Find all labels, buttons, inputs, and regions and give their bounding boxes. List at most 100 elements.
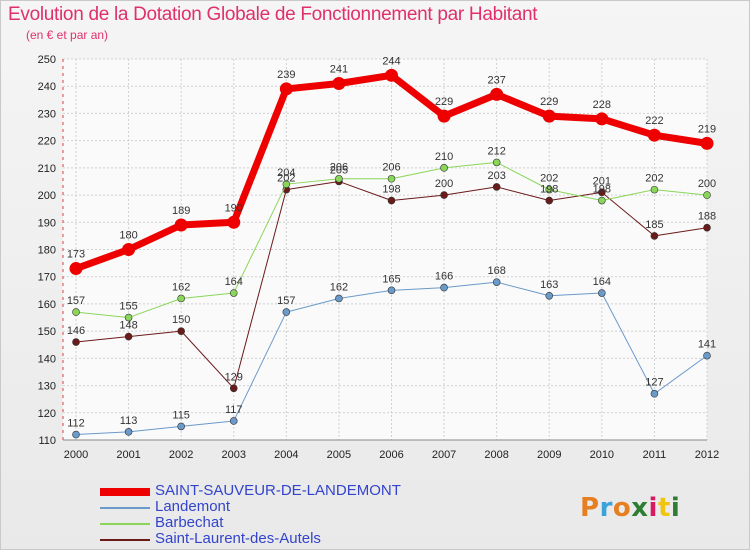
data-label-saint-sauveur-de-landemont: 173: [67, 249, 85, 261]
data-label-saint-sauveur-de-landemont: 190: [225, 202, 243, 214]
logo-letter: o: [612, 493, 632, 523]
y-tick-label: 190: [38, 217, 56, 229]
data-point-barbechat: [335, 174, 343, 183]
data-point-saint-sauveur-de-landemont: [385, 68, 398, 82]
logo-letter: t: [657, 493, 671, 523]
data-label-barbechat: 210: [435, 151, 453, 163]
y-tick-label: 240: [38, 81, 56, 93]
x-tick-label: 2008: [484, 449, 508, 461]
data-label-barbechat: 202: [645, 173, 663, 185]
y-tick-label: 160: [38, 299, 56, 311]
x-tick-label: 2004: [274, 449, 298, 461]
y-tick-label: 130: [38, 381, 56, 393]
data-label-landemont: 141: [698, 339, 716, 351]
data-label-saint-sauveur-de-landemont: 237: [487, 74, 505, 86]
data-label-saint-laurent-des-autels: 202: [277, 173, 295, 185]
logo-letter: i: [670, 493, 681, 523]
legend-swatch-saint-sauveur-de-landemont: [100, 488, 150, 496]
data-label-barbechat: 206: [382, 162, 400, 174]
data-label-saint-laurent-des-autels: 200: [435, 178, 453, 190]
data-point-saint-sauveur-de-landemont: [595, 112, 609, 126]
y-tick-label: 150: [38, 326, 56, 338]
data-label-saint-sauveur-de-landemont: 189: [172, 205, 190, 217]
y-tick-label: 120: [38, 408, 56, 420]
data-point-landemont: [177, 422, 185, 431]
data-label-saint-sauveur-de-landemont: 219: [698, 123, 716, 135]
chart-title: Evolution de la Dotation Globale de Fonc…: [8, 4, 538, 25]
data-label-saint-laurent-des-autels: 205: [330, 164, 348, 176]
x-tick-label: 2000: [64, 449, 88, 461]
data-label-saint-laurent-des-autels: 198: [382, 184, 400, 196]
data-point-saint-sauveur-de-landemont: [174, 218, 188, 232]
data-point-saint-laurent-des-autels: [124, 332, 133, 341]
data-point-saint-sauveur-de-landemont: [279, 82, 293, 96]
legend-label-landemont: Landemont: [155, 498, 231, 515]
data-point-landemont: [229, 417, 238, 425]
data-label-landemont: 165: [382, 273, 400, 285]
data-label-saint-laurent-des-autels: 185: [645, 219, 663, 231]
data-point-barbechat: [387, 174, 396, 183]
data-point-landemont: [703, 351, 711, 360]
logo-letter: i: [648, 493, 658, 523]
y-tick-label: 140: [38, 353, 56, 365]
data-label-saint-sauveur-de-landemont: 180: [119, 230, 137, 242]
data-label-saint-laurent-des-autels: 148: [119, 320, 137, 332]
y-tick-label: 210: [38, 163, 56, 175]
legend-label-saint-sauveur-de-landemont: SAINT-SAUVEUR-DE-LANDEMONT: [155, 482, 401, 499]
y-tick-label: 110: [38, 435, 56, 447]
x-tick-label: 2003: [222, 449, 246, 461]
x-tick-label: 2005: [327, 449, 351, 461]
data-label-saint-laurent-des-autels: 150: [172, 314, 190, 326]
data-point-barbechat: [545, 185, 554, 194]
data-point-saint-laurent-des-autels: [492, 183, 501, 191]
data-point-saint-sauveur-de-landemont: [122, 243, 136, 256]
data-label-barbechat: 157: [67, 295, 85, 307]
data-label-barbechat: 204: [277, 167, 295, 179]
data-label-saint-sauveur-de-landemont: 229: [435, 96, 453, 108]
legend-swatch-saint-laurent-des-autels: [100, 539, 150, 541]
data-label-landemont: 168: [487, 265, 505, 277]
y-tick-label: 250: [38, 54, 56, 66]
data-point-landemont: [335, 294, 343, 303]
data-point-landemont: [598, 289, 606, 297]
data-label-landemont: 117: [225, 404, 243, 416]
data-point-barbechat: [440, 164, 448, 172]
data-point-landemont: [492, 278, 501, 286]
data-point-saint-sauveur-de-landemont: [542, 109, 556, 123]
data-point-saint-laurent-des-autels: [598, 188, 606, 197]
legend-swatch-landemont: [100, 507, 150, 509]
y-tick-label: 180: [38, 245, 56, 257]
data-point-barbechat: [492, 158, 501, 167]
data-label-landemont: 112: [67, 418, 85, 430]
data-label-landemont: 113: [120, 415, 138, 427]
data-label-barbechat: 198: [593, 184, 611, 196]
chart-subtitle: (en € et par an): [26, 28, 109, 42]
data-label-landemont: 163: [540, 279, 558, 291]
data-point-saint-sauveur-de-landemont: [490, 87, 504, 101]
legend-swatch-barbechat: [100, 523, 150, 525]
data-point-saint-sauveur-de-landemont: [437, 109, 451, 123]
y-tick-label: 230: [38, 108, 56, 120]
legend-label-barbechat: Barbechat: [155, 514, 224, 531]
data-point-saint-laurent-des-autels: [440, 191, 448, 199]
proxiti-logo: Proxiti: [580, 493, 680, 523]
data-point-saint-laurent-des-autels: [387, 196, 396, 205]
data-label-landemont: 115: [172, 409, 190, 421]
data-point-saint-laurent-des-autels: [545, 196, 554, 205]
data-label-landemont: 127: [645, 377, 663, 389]
x-tick-label: 2011: [643, 449, 667, 461]
data-point-saint-laurent-des-autels: [650, 232, 659, 240]
y-tick-label: 220: [38, 136, 56, 148]
data-point-saint-sauveur-de-landemont: [647, 128, 661, 142]
data-label-saint-sauveur-de-landemont: 244: [382, 55, 400, 67]
x-tick-label: 2010: [590, 449, 614, 461]
y-tick-label: 170: [38, 272, 56, 284]
data-point-barbechat: [229, 289, 238, 297]
data-label-saint-sauveur-de-landemont: 228: [593, 99, 611, 111]
data-label-saint-laurent-des-autels: 129: [225, 371, 243, 383]
data-label-landemont: 157: [277, 295, 295, 307]
data-point-landemont: [440, 283, 448, 292]
data-point-landemont: [282, 308, 291, 316]
